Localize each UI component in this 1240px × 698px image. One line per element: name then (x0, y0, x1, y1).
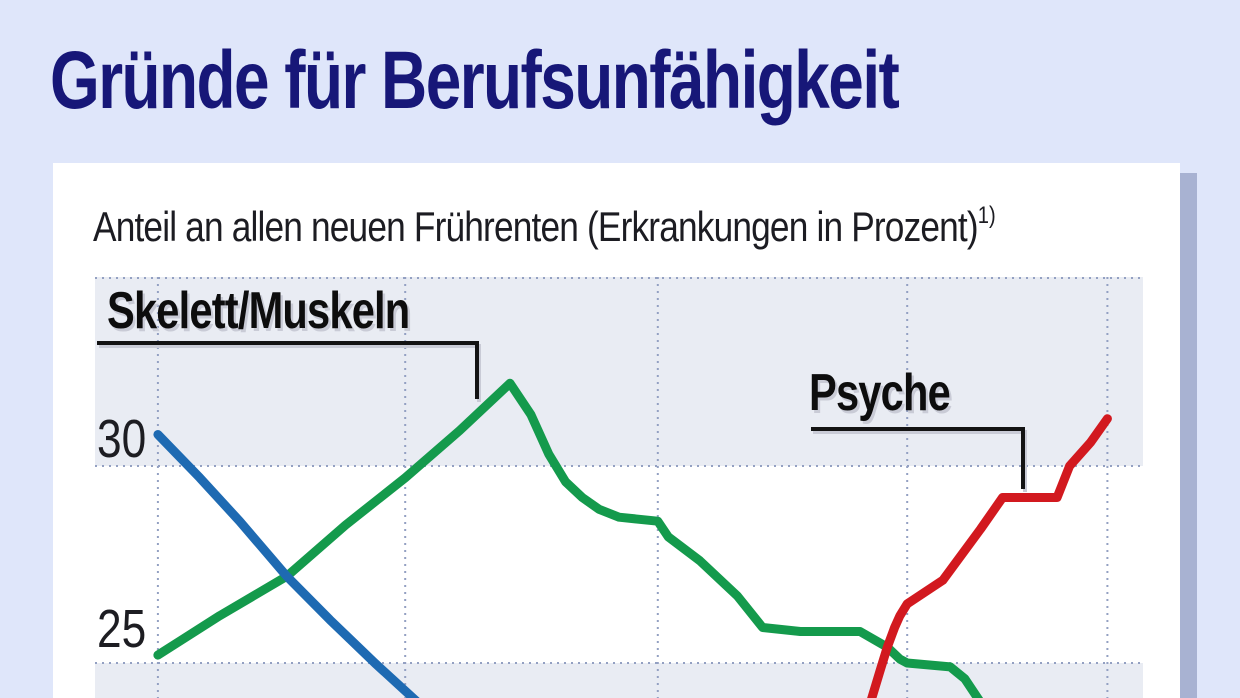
chart-subtitle: Anteil an allen neuen Frührenten (Erkran… (93, 202, 996, 250)
psyche-leader-line (811, 427, 1025, 431)
page-title: Gründe für Berufsunfähigkeit (50, 35, 900, 126)
subtitle-text: Anteil an allen neuen Frührenten (Erkran… (93, 203, 979, 250)
skelett-leader-drop (475, 341, 479, 399)
footnote-marker: 1) (977, 202, 996, 229)
chart-panel: Anteil an allen neuen Frührenten (Erkran… (53, 163, 1180, 698)
skelett-leader-line (97, 341, 479, 345)
y-tick-30: 30 (97, 409, 147, 469)
y-tick-25: 25 (97, 599, 147, 659)
panel-shadow (1180, 173, 1197, 698)
chart-svg (95, 277, 1143, 698)
series-label-skelett-muskeln: Skelett/Muskeln (107, 282, 410, 340)
psyche-leader-drop (1021, 427, 1025, 489)
plot-area: 30 25 Skelett/Muskeln Psyche (95, 277, 1143, 698)
series-label-psyche: Psyche (809, 364, 951, 422)
